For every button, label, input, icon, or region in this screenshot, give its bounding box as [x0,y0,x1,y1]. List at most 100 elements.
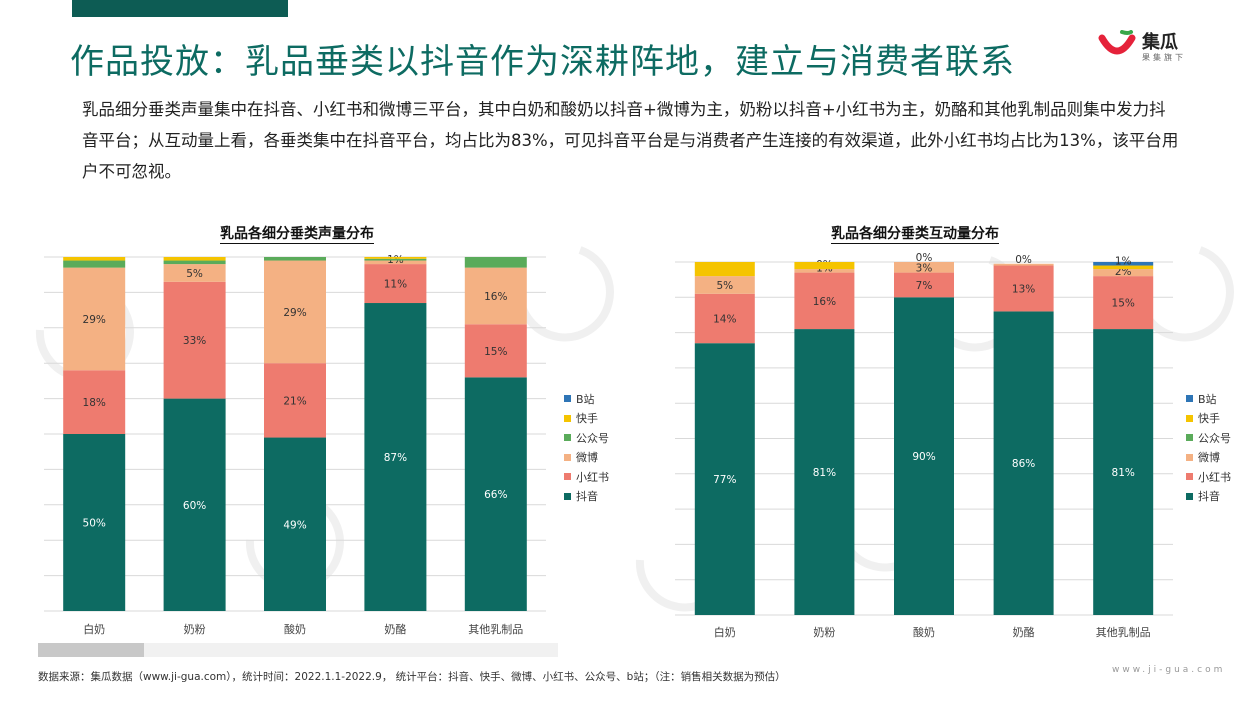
footer-source: 数据来源：集瓜数据（www.ji-gua.com），统计时间：2022.1.1-… [38,671,786,683]
bar-segment-微博 [1093,269,1154,277]
bar-segment-快手 [364,257,427,259]
scrollbar-thumb[interactable] [38,643,144,657]
legend-item: 抖音 [1186,487,1231,507]
bar-segment-公众号 [464,257,527,268]
bar-segment-抖音 [464,377,527,611]
bar-segment-微博 [464,267,527,325]
legend-swatch [564,395,571,403]
legend-label: 微博 [576,451,598,465]
data-label: 81% [1112,467,1135,479]
bar-segment-小红书 [464,324,527,378]
chart1-legend: B站 快手公众号微博小红书抖音 [564,389,609,506]
category-label: 奶粉 [813,625,835,639]
data-label: 5% [186,268,203,280]
data-label: 3% [916,262,933,274]
chart2-title: 乳品各细分垂类互动量分布 [831,226,999,242]
bar-segment-抖音 [993,311,1054,615]
data-label: 87% [384,452,407,464]
legend-swatch [1186,473,1193,481]
data-label: 0% [916,252,933,264]
category-label: 酸奶 [284,622,306,636]
category-label: 酸奶 [913,625,935,639]
bar-segment-抖音 [364,303,427,611]
data-label: 15% [484,346,507,358]
legend-swatch [564,492,571,500]
data-label: 14% [713,313,736,325]
bar-segment-公众号 [264,257,326,261]
logo-mark-icon [1098,30,1136,55]
data-label: 5% [716,280,733,292]
bar-segment-快手 [694,262,755,277]
bar-segment-微博 [264,260,326,364]
bar-segment-微博 [894,262,954,273]
horizontal-scrollbar[interactable] [38,643,558,657]
data-label: 49% [283,519,306,531]
data-label: 11% [384,279,407,291]
bar-segment-小红书 [993,265,1054,312]
category-label: 白奶 [83,622,105,636]
legend-label: 抖音 [576,490,598,504]
footer-url: www.ji-gua.com [1112,665,1226,675]
bar-segment-公众号 [63,260,126,268]
legend-item: 微博 [564,448,609,468]
bar-segment-小红书 [1093,276,1154,330]
logo-subtitle: 果集旗下 [1142,53,1186,62]
bar-segment-抖音 [264,437,326,611]
bar-segment-快手 [1093,265,1154,270]
legend-label: 微博 [1198,451,1220,465]
legend-label: 小红书 [1198,470,1231,484]
bar-segment-抖音 [694,343,755,615]
legend-label: 快手 [1198,412,1220,426]
data-label: 60% [183,500,206,512]
data-label: 77% [713,474,736,486]
legend-swatch [1186,395,1193,403]
legend-swatch [564,453,571,461]
bar-segment-小红书 [364,264,427,304]
bar-segment-微博 [794,269,855,273]
bar-segment-公众号 [163,260,226,265]
chart1-title: 乳品各细分垂类声量分布 [220,226,374,242]
legend-label: 公众号 [576,431,609,445]
bar-segment-微博 [163,264,226,282]
data-label: 29% [83,314,106,326]
bar-segment-小红书 [894,272,954,298]
brand-logo: 集瓜 果集旗下 [1098,26,1228,66]
legend-item: 抖音 [564,487,609,507]
legend-label: B站 [1198,392,1217,406]
bar-segment-抖音 [1093,329,1154,615]
bar-segment-公众号 [364,258,427,261]
legend-item: B站 [564,389,609,409]
legend-item: 快手 [564,409,609,429]
data-label: 0% [1015,254,1032,266]
legend-label: 抖音 [1198,490,1220,504]
legend-swatch [1186,492,1193,500]
bar-segment-小红书 [63,370,126,434]
bar-segment-快手 [794,262,855,270]
bar-segment-抖音 [894,297,954,615]
legend-label: 小红书 [576,470,609,484]
data-label: 86% [1012,458,1035,470]
bar-segment-微博 [993,263,1054,266]
top-accent-bar [72,0,288,17]
bar-segment-抖音 [163,398,226,611]
data-label: 13% [1012,283,1035,295]
bar-segment-小红书 [163,281,226,399]
data-label: 29% [283,307,306,319]
bar-segment-抖音 [63,434,126,611]
data-label: 90% [912,451,935,463]
bar-segment-小红书 [794,272,855,330]
legend-item: 公众号 [564,428,609,448]
data-label: 66% [484,489,507,501]
legend-swatch [564,414,571,422]
data-label: 50% [83,518,106,530]
bar-segment-微博 [63,267,126,371]
bar-segment-B站 [1093,262,1154,266]
data-label: 15% [1112,298,1135,310]
category-label: 奶酪 [1013,625,1035,639]
bar-segment-小红书 [264,363,326,438]
data-label: 16% [484,291,507,303]
data-label: 33% [183,335,206,347]
legend-item: 公众号 [1186,428,1231,448]
category-label: 白奶 [714,625,736,639]
legend-swatch [1186,453,1193,461]
